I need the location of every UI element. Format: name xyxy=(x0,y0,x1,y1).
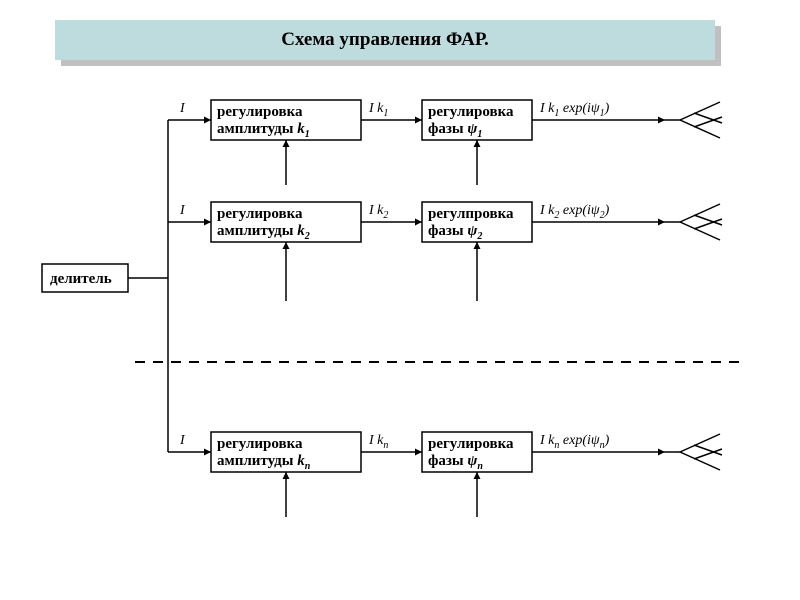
svg-text:регулировка: регулировка xyxy=(217,104,303,120)
svg-text:I: I xyxy=(179,203,186,218)
svg-text:I kn: I kn xyxy=(368,433,388,451)
svg-text:I k1 exp(iψ1): I k1 exp(iψ1) xyxy=(539,101,610,119)
svg-text:I k2 exp(iψ2): I k2 exp(iψ2) xyxy=(539,203,610,221)
svg-text:I kn exp(iψn): I kn exp(iψn) xyxy=(539,433,610,451)
svg-text:I k2: I k2 xyxy=(368,203,388,221)
svg-text:регулпровка: регулпровка xyxy=(428,206,514,222)
svg-text:I: I xyxy=(179,101,186,116)
svg-text:регулировка: регулировка xyxy=(428,104,514,120)
svg-text:делитель: делитель xyxy=(50,271,112,287)
svg-text:регулировка: регулировка xyxy=(428,436,514,452)
svg-text:I: I xyxy=(179,433,186,448)
svg-text:регулировка: регулировка xyxy=(217,436,303,452)
diagram-svg: делительIрегулировкаамплитуды k1I k1регу… xyxy=(0,0,800,600)
svg-text:регулировка: регулировка xyxy=(217,206,303,222)
svg-text:I k1: I k1 xyxy=(368,101,388,119)
